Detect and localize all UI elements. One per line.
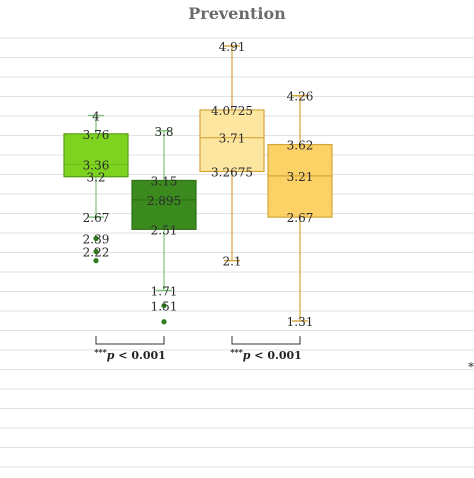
label-layer: 4 3.76 3.363.2 2.67 2.392.22 3.8 3.15 2.895 2.51… — [83, 40, 314, 329]
box-group-4 — [267, 94, 333, 322]
value-label: 2.1 — [222, 255, 241, 269]
value-label: 1.71 — [151, 284, 178, 298]
value-label: 2.22 — [83, 245, 110, 259]
significance-bracket-2: ***p < 0.001 — [230, 336, 302, 362]
significance-bracket-1: ***p < 0.001 — [94, 336, 166, 362]
value-label: 2.67 — [287, 211, 314, 225]
outlier-point — [93, 248, 99, 255]
value-label: 1.51 — [151, 300, 178, 314]
box-layer — [63, 45, 333, 325]
value-label: 3.2675 — [211, 165, 253, 179]
value-label: 3.62 — [287, 139, 314, 153]
box-group-2 — [131, 130, 197, 325]
outlier-point — [93, 235, 99, 242]
value-label: 3.76 — [83, 128, 110, 142]
value-label: 4.26 — [287, 90, 314, 104]
outlier-point — [93, 258, 99, 264]
outlier-point — [161, 303, 167, 309]
value-label: 3.71 — [219, 132, 246, 146]
edge-mark: * — [468, 360, 474, 374]
value-label: 3.8 — [154, 125, 173, 139]
box-group-3 — [199, 45, 265, 262]
chart-title: Prevention — [188, 4, 286, 23]
value-label: 1.31 — [287, 315, 314, 329]
significance-layer: ***p < 0.001 ***p < 0.001 — [94, 336, 302, 362]
outlier-point — [161, 319, 167, 325]
value-label: 2.895 — [147, 194, 181, 208]
value-label: 4.0725 — [211, 104, 253, 118]
value-label: 3.2 — [86, 171, 105, 185]
value-label: 4.91 — [219, 40, 246, 54]
value-label: 2.51 — [151, 223, 178, 237]
value-label: 3.15 — [151, 174, 178, 188]
box — [131, 179, 197, 230]
box — [63, 133, 129, 178]
value-label: 2.39 — [83, 233, 110, 247]
bracket-line — [95, 336, 165, 345]
grid-layer — [0, 37, 474, 468]
value-label: 3.21 — [287, 170, 314, 184]
significance-label: ***p < 0.001 — [94, 347, 166, 362]
value-label: 3.36 — [83, 158, 110, 172]
significance-label: ***p < 0.001 — [230, 347, 302, 362]
box — [199, 109, 265, 173]
bracket-line — [231, 336, 301, 345]
value-label: 2.67 — [83, 211, 110, 225]
box — [267, 143, 333, 218]
box-group-1 — [63, 114, 129, 264]
value-label: 4 — [92, 110, 100, 124]
